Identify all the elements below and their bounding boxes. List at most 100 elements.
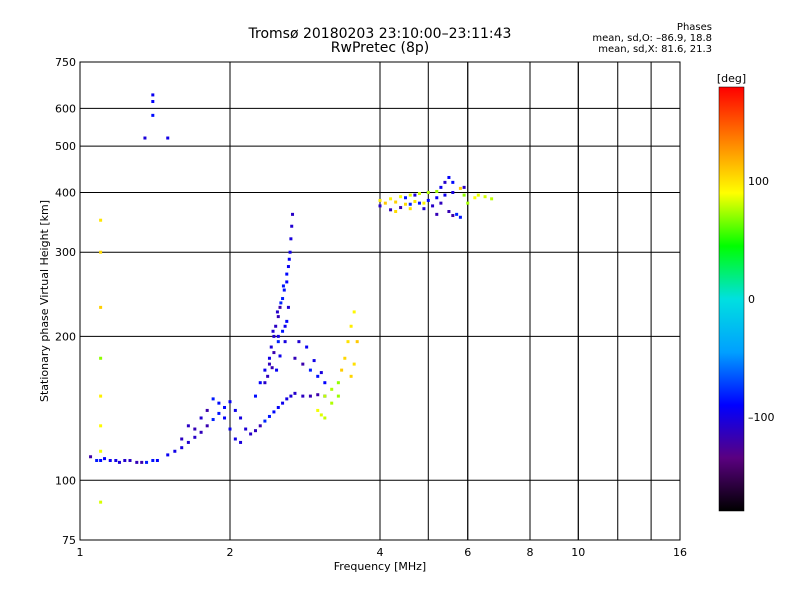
data-point	[394, 210, 398, 214]
data-point	[290, 224, 294, 228]
data-point	[394, 200, 398, 204]
data-point	[205, 408, 209, 412]
data-point	[308, 394, 312, 398]
data-point	[272, 410, 276, 414]
data-point	[281, 297, 285, 301]
data-point	[166, 453, 170, 457]
data-point	[205, 424, 209, 428]
data-points	[89, 93, 494, 504]
data-point	[253, 394, 257, 398]
data-point	[293, 356, 297, 360]
data-point	[258, 424, 262, 428]
data-point	[151, 458, 155, 462]
data-point	[272, 351, 276, 355]
data-point	[293, 391, 297, 395]
y-tick-label: 75	[62, 534, 76, 547]
data-point	[476, 193, 480, 197]
plot-frame	[79, 61, 681, 541]
data-point	[301, 394, 305, 398]
data-point	[267, 356, 271, 360]
data-point	[272, 334, 276, 338]
data-point	[289, 394, 293, 398]
data-point	[308, 368, 312, 372]
data-point	[239, 416, 243, 420]
data-point	[323, 394, 327, 398]
data-point	[330, 387, 334, 391]
data-point	[346, 340, 350, 344]
data-point	[99, 500, 103, 504]
data-point	[193, 427, 197, 431]
data-point	[276, 340, 280, 344]
data-point	[108, 458, 112, 462]
data-point	[426, 190, 430, 194]
data-point	[408, 193, 412, 197]
data-point	[233, 408, 237, 412]
data-point	[278, 305, 282, 309]
data-point	[155, 458, 159, 462]
data-point	[223, 416, 227, 420]
data-point	[378, 204, 382, 208]
x-tick-label: 2	[227, 546, 234, 559]
data-point	[223, 405, 227, 409]
data-point	[275, 368, 279, 372]
y-axis-ticks: 75 100 200 300 400 500 600 750	[55, 56, 76, 547]
data-point	[117, 460, 121, 464]
data-point	[389, 208, 393, 212]
phase-stats-o: mean, sd,O: –86.9, 18.8	[592, 33, 712, 44]
data-point	[281, 284, 285, 288]
data-point	[319, 413, 323, 417]
data-point	[114, 458, 118, 462]
data-point	[217, 401, 221, 405]
data-point	[319, 371, 323, 375]
data-point	[279, 301, 283, 305]
colorbar-tick-label: –100	[748, 411, 775, 424]
data-point	[455, 212, 459, 216]
data-point	[166, 136, 170, 140]
colorbar-label: [deg]	[717, 72, 746, 85]
data-point	[269, 345, 273, 349]
data-point	[389, 197, 393, 201]
data-point	[140, 460, 144, 464]
data-point	[275, 310, 279, 314]
data-point	[352, 310, 356, 314]
x-tick-label: 10	[571, 546, 585, 559]
data-point	[267, 362, 271, 366]
phases-header: Phases	[676, 22, 712, 33]
data-point	[349, 324, 353, 328]
colorbar-bar	[718, 86, 745, 512]
data-point	[263, 368, 267, 372]
data-point	[483, 195, 487, 199]
data-point	[439, 201, 443, 205]
data-point	[399, 195, 403, 199]
data-point	[233, 437, 237, 441]
data-point	[490, 197, 494, 201]
data-point	[439, 185, 443, 189]
grid-lines	[80, 62, 680, 540]
data-point	[466, 201, 470, 205]
data-point	[336, 381, 340, 385]
data-point	[316, 393, 320, 397]
data-point	[285, 280, 289, 284]
data-point	[316, 408, 320, 412]
data-point	[413, 200, 417, 204]
data-point	[343, 356, 347, 360]
data-point	[228, 427, 232, 431]
data-point	[249, 432, 253, 436]
data-point	[287, 257, 291, 261]
data-point	[340, 368, 344, 372]
data-point	[403, 196, 407, 200]
data-point	[435, 196, 439, 200]
data-point	[283, 324, 287, 328]
y-tick-label: 400	[55, 186, 76, 199]
x-axis-ticks: 1 2 4 6 8 10 16	[77, 546, 688, 559]
data-point	[316, 374, 320, 378]
data-point	[378, 198, 382, 202]
data-point	[383, 201, 387, 205]
data-point	[211, 397, 215, 401]
data-point	[291, 212, 295, 216]
data-point	[285, 319, 289, 323]
data-point	[283, 340, 287, 344]
colorbar: [deg] 100 0 –100	[717, 72, 775, 512]
data-point	[330, 401, 334, 405]
